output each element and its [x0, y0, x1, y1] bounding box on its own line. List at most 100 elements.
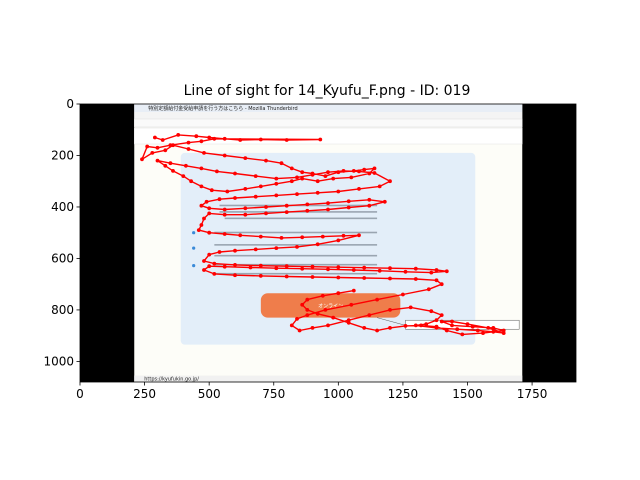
gaze-point [351, 169, 356, 173]
gaze-point [222, 212, 227, 217]
gaze-point [279, 236, 284, 240]
gaze-point [460, 332, 465, 337]
gaze-point [439, 313, 444, 317]
gaze-point [346, 205, 351, 210]
gaze-point [305, 308, 310, 312]
gaze-point [349, 175, 354, 180]
window-titlebar [134, 104, 523, 112]
x-tick-label: 250 [133, 387, 156, 401]
gaze-point [253, 247, 258, 252]
gaze-point [295, 192, 299, 197]
gaze-point [310, 172, 315, 177]
gaze-point [295, 175, 299, 180]
gaze-point [439, 319, 444, 324]
gaze-point [222, 264, 227, 269]
gaze-point [186, 147, 191, 151]
gaze-point [207, 264, 212, 269]
gaze-point [305, 297, 310, 302]
gaze-point [284, 264, 289, 269]
y-tick-label: 1000 [43, 354, 74, 368]
gaze-point [403, 324, 408, 328]
gaze-point [305, 208, 310, 213]
gaze-point [486, 326, 491, 330]
gaze-point [155, 158, 160, 163]
gaze-point [403, 269, 408, 274]
gaze-point [171, 169, 175, 173]
gaze-point [491, 326, 496, 330]
gaze-point [346, 199, 351, 204]
gaze-point [238, 233, 243, 238]
gaze-point [362, 276, 367, 280]
gaze-point [204, 199, 209, 204]
gaze-point [346, 318, 351, 323]
x-tick-label: 1250 [388, 387, 419, 401]
gaze-point [253, 174, 258, 179]
menu-bar [134, 112, 523, 119]
gaze-point [320, 293, 325, 298]
gaze-point [300, 235, 305, 240]
gaze-point [331, 315, 336, 320]
gaze-point [382, 199, 387, 204]
gaze-point [326, 201, 330, 206]
gaze-point [413, 266, 418, 271]
gaze-point [413, 323, 418, 328]
gaze-point [155, 145, 160, 150]
gaze-point [212, 136, 217, 141]
info-icon [192, 264, 196, 268]
gaze-point [326, 207, 330, 212]
gaze-point [295, 317, 299, 321]
gaze-point [450, 319, 454, 324]
gaze-point [388, 179, 392, 184]
gaze-point [207, 206, 212, 211]
gaze-point [243, 206, 248, 211]
gaze-point [189, 179, 194, 184]
gaze-point [222, 153, 227, 158]
online-button-label: オンライン [318, 303, 343, 309]
gaze-point [140, 157, 144, 162]
gaze-point [401, 292, 405, 297]
gaze-point [455, 327, 460, 332]
gaze-point [217, 197, 222, 202]
gaze-point [217, 250, 222, 254]
y-tick-label: 400 [51, 200, 74, 214]
info-icon [192, 231, 196, 235]
info-icon [192, 246, 196, 250]
gaze-point [388, 276, 392, 281]
gaze-point [481, 331, 485, 335]
gaze-point [222, 232, 227, 236]
gaze-point [264, 211, 268, 216]
gaze-point [336, 238, 341, 243]
gaze-point [434, 318, 439, 323]
gaze-point [424, 322, 429, 326]
gaze-point [233, 273, 237, 278]
gaze-point [202, 216, 206, 221]
gaze-point [171, 143, 175, 148]
gaze-point [207, 135, 212, 140]
status-url: https://kyufukin.go.jp/ [144, 376, 199, 382]
gaze-point [300, 176, 305, 181]
gaze-point [243, 212, 248, 217]
gaze-point [357, 169, 361, 174]
x-tick-label: 1000 [323, 387, 354, 401]
gaze-point [362, 265, 367, 270]
gaze-point [181, 174, 186, 179]
gaze-point [434, 278, 439, 283]
gaze-point [429, 270, 434, 275]
gaze-point [315, 242, 320, 247]
gaze-point [264, 158, 268, 163]
gaze-point [336, 275, 341, 280]
tooltip-pointer [377, 317, 406, 326]
gaze-point [341, 233, 346, 238]
gaze-point [318, 137, 323, 142]
gaze-point [349, 302, 354, 307]
gaze-point [274, 246, 279, 251]
gaze-point [253, 194, 258, 199]
gaze-point [475, 328, 480, 333]
x-tick-label: 500 [198, 387, 221, 401]
gaze-point [305, 202, 310, 207]
gaze-point [362, 326, 367, 330]
gaze-point [160, 138, 165, 142]
gaze-point [310, 264, 315, 269]
gaze-point [336, 189, 341, 194]
